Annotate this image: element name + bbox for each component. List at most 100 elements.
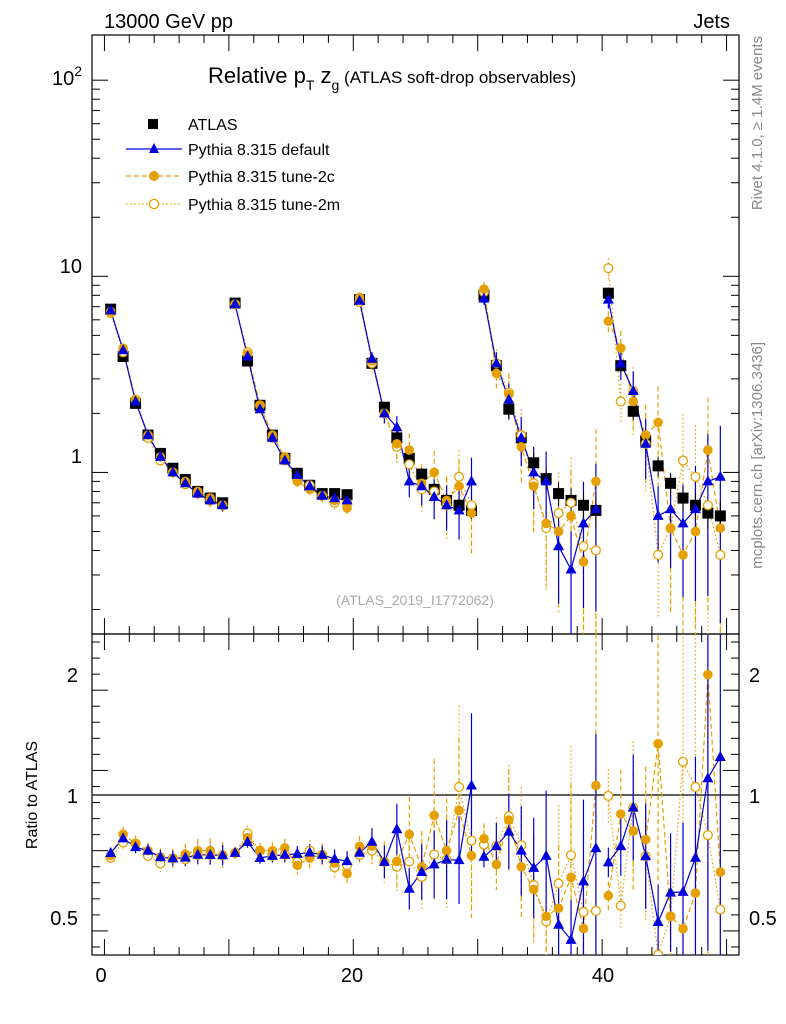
ratio-right-tick-label-0.5: 0.5 — [749, 908, 777, 930]
series-line-default — [483, 298, 597, 572]
data-point — [627, 405, 639, 417]
data-point — [479, 284, 489, 294]
data-point — [702, 507, 714, 519]
ratio-point — [553, 878, 564, 889]
data-point — [441, 499, 453, 510]
data-point — [665, 523, 676, 533]
x-tick-label-40: 40 — [592, 965, 614, 987]
rivet-label: Rivet 4.1.0, ≥ 1.4M events — [749, 36, 766, 210]
markers-default — [105, 292, 726, 574]
legend-default-label: Pythia 8.315 default — [188, 142, 330, 159]
ratio-point — [615, 809, 626, 819]
ratio-point — [154, 851, 166, 862]
ratio-right-tick-label-1: 1 — [749, 786, 760, 808]
ratio-point — [690, 781, 701, 792]
ratio-point — [167, 852, 179, 863]
data-point — [528, 466, 540, 477]
ratio-point — [678, 923, 688, 934]
data-point — [714, 510, 726, 522]
ratio-point — [280, 843, 290, 853]
ratio-point — [392, 856, 402, 867]
data-point — [603, 316, 614, 327]
data-point — [640, 437, 652, 448]
data-point — [677, 517, 689, 528]
ratio-point — [453, 854, 465, 865]
mcplots-label: mcplots.cern.ch [arXiv:1306.3436] — [749, 342, 766, 569]
ratio-point — [577, 875, 589, 886]
ratio-point — [354, 841, 365, 852]
ratio-point — [378, 855, 390, 866]
data-point — [590, 545, 601, 556]
data-point — [378, 407, 390, 418]
legend-atlas-label: ATLAS — [188, 117, 238, 134]
data-point — [429, 467, 439, 478]
data-point — [416, 468, 428, 480]
legend-atlas-marker — [148, 119, 158, 129]
ratio-point — [541, 911, 551, 922]
ratio-point — [553, 903, 564, 914]
data-point — [515, 431, 527, 442]
data-point — [715, 549, 726, 560]
legend-tune2m-marker — [148, 198, 160, 210]
ratio-point — [404, 856, 415, 867]
y-tick-label-100: 102 — [52, 63, 82, 90]
data-point — [105, 304, 117, 315]
ratio-point — [130, 841, 142, 852]
legend: ATLAS Pythia 8.315 default Pythia 8.315 … — [126, 117, 340, 214]
series-line-tune2c — [110, 311, 223, 506]
data-point — [378, 401, 390, 413]
ratio-point — [553, 918, 565, 929]
data-point — [578, 541, 589, 552]
ratio-point — [117, 832, 129, 843]
ratio-point — [528, 884, 539, 895]
ratio-point — [602, 856, 614, 867]
ratio-point — [690, 888, 701, 898]
ratio-series-default — [110, 634, 721, 955]
data-point — [652, 509, 664, 520]
ratio-point — [665, 911, 676, 922]
data-point — [242, 350, 254, 361]
ratio-point — [441, 853, 453, 864]
data-point — [391, 432, 403, 444]
ratio-line-tune2c — [607, 674, 721, 930]
ratio-point — [565, 850, 577, 861]
ratio-series-tune2c — [110, 634, 721, 955]
ratio-tick-label-1: 1 — [67, 786, 78, 808]
ratio-line-tune2c — [359, 808, 473, 870]
x-tick-label-20: 20 — [341, 965, 363, 987]
ratio-line-default — [234, 841, 348, 862]
ratio-point — [466, 850, 477, 861]
ratio-point — [403, 882, 415, 893]
ratio-point — [429, 810, 439, 821]
series-line-tune2m — [110, 312, 223, 506]
ratio-point — [677, 756, 689, 767]
ratio-point — [640, 834, 651, 845]
data-point — [229, 298, 241, 309]
header-left: 13000 GeV pp — [104, 11, 233, 33]
data-point — [453, 504, 465, 515]
data-point — [454, 481, 464, 492]
y-tick-label-1: 1 — [71, 446, 82, 468]
legend-default-marker — [149, 143, 159, 153]
data-point — [553, 508, 564, 519]
data-point — [503, 403, 515, 415]
ratio-line-tune2c — [483, 785, 597, 929]
legend-tune2m-label: Pythia 8.315 tune-2m — [188, 197, 340, 214]
data-point — [714, 470, 726, 481]
data-point — [577, 517, 589, 528]
ratio-line-default — [483, 830, 597, 942]
ratio-point — [652, 916, 664, 927]
data-point — [652, 460, 664, 472]
data-point — [192, 487, 204, 498]
ratio-point — [304, 846, 316, 857]
data-point — [528, 457, 540, 469]
data-point — [690, 471, 701, 482]
data-point — [154, 450, 166, 461]
ratio-point — [266, 849, 278, 860]
main-axis-ticks — [92, 35, 739, 634]
data-point — [341, 494, 353, 505]
ratio-point — [689, 851, 701, 862]
ratio-point — [465, 779, 477, 790]
ratio-line-tune2m — [483, 814, 596, 924]
data-point — [491, 368, 502, 379]
